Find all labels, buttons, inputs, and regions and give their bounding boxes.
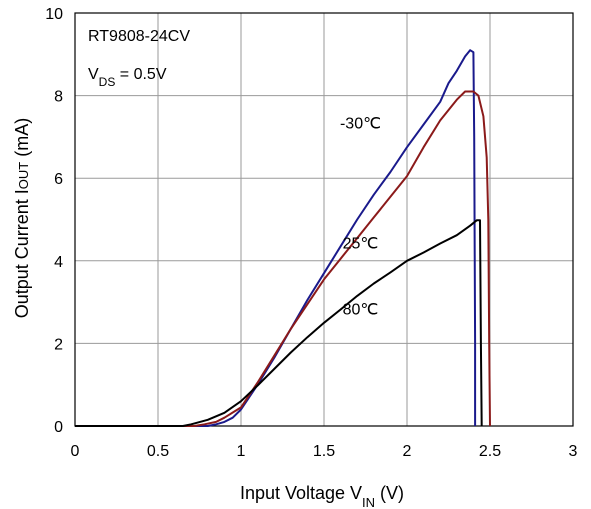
x-tick-label: 1.5 [313, 443, 335, 460]
series-line [75, 90, 491, 427]
y-tick-label: 4 [54, 254, 63, 271]
series-label: 80℃ [343, 301, 379, 318]
y-tick-label: 0 [54, 419, 63, 436]
y-axis-title: Output Current IOUT (mA) [12, 118, 32, 319]
x-tick-label: 0.5 [147, 443, 169, 460]
x-tick-label: 3 [569, 443, 578, 460]
vds-label: VDS = 0.5V [88, 66, 167, 89]
x-tick-label: 1 [237, 443, 246, 460]
y-axis-ticks: 0 2 4 6 8 10 [45, 6, 63, 436]
series-line [75, 219, 483, 427]
series-labels: -30℃ 25℃ 80℃ [340, 116, 381, 319]
y-tick-label: 2 [54, 336, 63, 353]
y-tick-label: 10 [45, 6, 63, 23]
plot-frame [74, 12, 574, 427]
x-tick-label: 0 [71, 443, 80, 460]
grid [75, 13, 573, 426]
series-line [75, 49, 477, 427]
y-tick-label: 6 [54, 171, 63, 188]
x-axis-ticks: 0 0.5 1 1.5 2 2.5 3 [71, 443, 578, 460]
device-label: RT9808-24CV [88, 28, 190, 45]
x-tick-label: 2.5 [479, 443, 501, 460]
y-tick-label: 8 [54, 89, 63, 106]
series-label: 25℃ [343, 235, 379, 252]
series-label: -30℃ [340, 116, 381, 133]
x-tick-label: 2 [403, 443, 412, 460]
series-lines [75, 49, 491, 427]
x-axis-title: Input Voltage VIN (V) [240, 483, 404, 509]
